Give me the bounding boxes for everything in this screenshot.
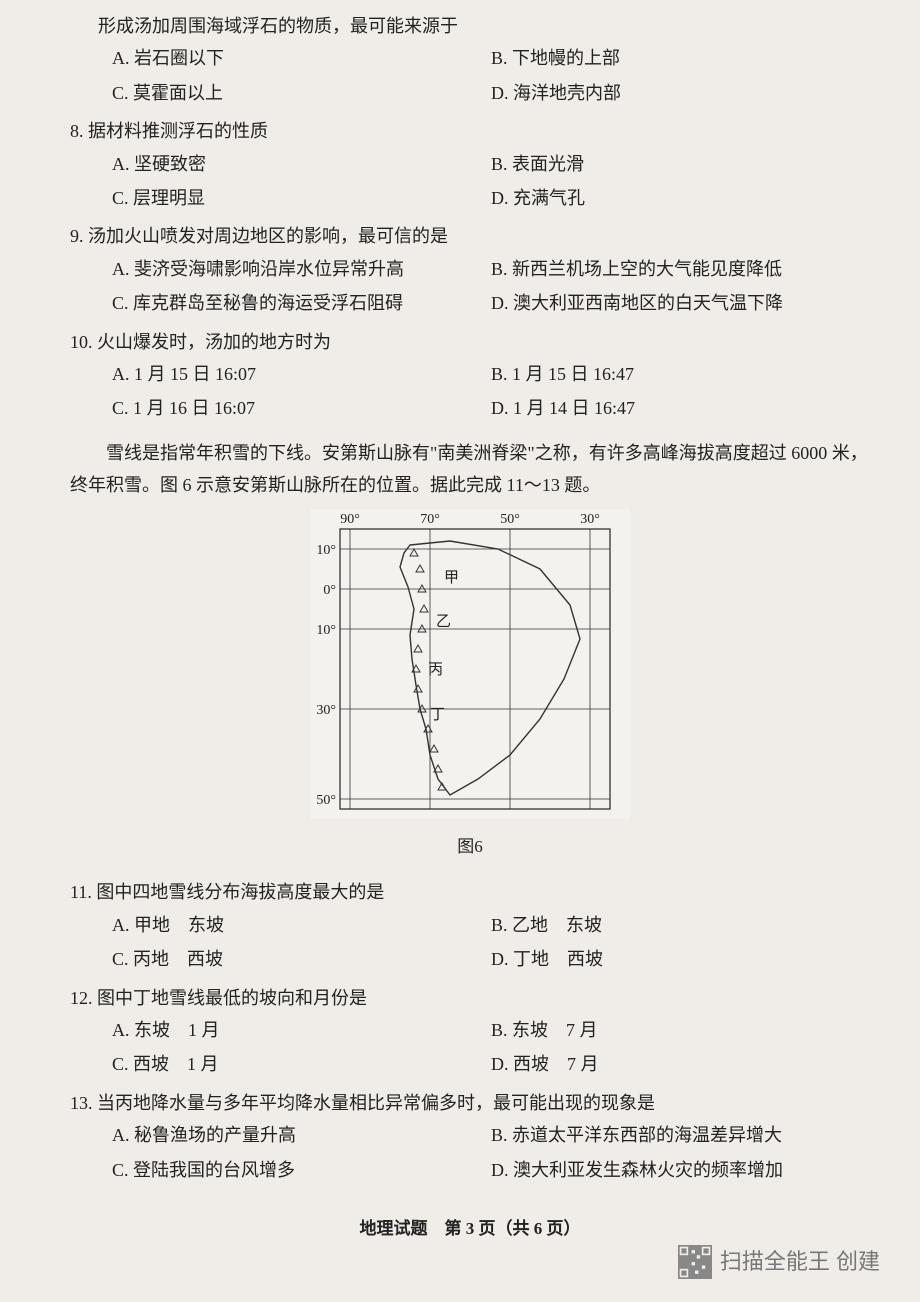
q12-opt-b: B. 东坡 7 月 [491,1014,870,1046]
q7-stem: 形成汤加周围海域浮石的物质，最可能来源于 [70,10,870,42]
figure-6-map: 90° 70° 50° 30° 10° 0° 10° 30° 50° 甲乙丙丁 [310,509,630,819]
q8-opt-c: C. 层理明显 [112,182,491,214]
q13-opt-a: A. 秘鲁渔场的产量升高 [112,1119,491,1151]
svg-text:70°: 70° [420,512,440,527]
svg-text:10°: 10° [316,543,336,558]
q10-opt-d: D. 1 月 14 日 16:47 [491,392,870,424]
q12-opt-d: D. 西坡 7 月 [491,1048,870,1080]
q8-stem: 8. 据材料推测浮石的性质 [70,115,870,147]
q12-options: A. 东坡 1 月 B. 东坡 7 月 C. 西坡 1 月 D. 西坡 7 月 [70,1014,870,1083]
q11-opt-c: C. 丙地 西坡 [112,943,491,975]
watermark-text: 扫描全能王 创建 [720,1242,880,1282]
question-11: 11. 图中四地雪线分布海拔高度最大的是 A. 甲地 东坡 B. 乙地 东坡 C… [70,876,870,977]
q11-opt-d: D. 丁地 西坡 [491,943,870,975]
q11-opt-b: B. 乙地 东坡 [491,909,870,941]
svg-text:乙: 乙 [436,614,451,630]
svg-text:0°: 0° [323,583,336,598]
q10-opt-c: C. 1 月 16 日 16:07 [112,392,491,424]
q8-options: A. 坚硬致密 B. 表面光滑 C. 层理明显 D. 充满气孔 [70,148,870,217]
svg-text:90°: 90° [340,512,360,527]
q8-opt-d: D. 充满气孔 [491,182,870,214]
question-7: 形成汤加周围海域浮石的物质，最可能来源于 A. 岩石圈以下 B. 下地幔的上部 … [70,10,870,111]
q11-opt-a: A. 甲地 东坡 [112,909,491,941]
svg-text:30°: 30° [316,703,336,718]
q7-opt-c: C. 莫霍面以上 [112,77,491,109]
svg-text:50°: 50° [316,793,336,808]
q12-opt-c: C. 西坡 1 月 [112,1048,491,1080]
qr-icon [678,1245,712,1279]
q13-opt-c: C. 登陆我国的台风增多 [112,1154,491,1186]
q7-opt-d: D. 海洋地壳内部 [491,77,870,109]
svg-text:丙: 丙 [428,662,443,678]
q9-opt-d: D. 澳大利亚西南地区的白天气温下降 [491,287,870,319]
q8-opt-a: A. 坚硬致密 [112,148,491,180]
q9-opt-c: C. 库克群岛至秘鲁的海运受浮石阻碍 [112,287,491,319]
q13-opt-b: B. 赤道太平洋东西部的海温差异增大 [491,1119,870,1151]
question-12: 12. 图中丁地雪线最低的坡向和月份是 A. 东坡 1 月 B. 东坡 7 月 … [70,982,870,1083]
question-8: 8. 据材料推测浮石的性质 A. 坚硬致密 B. 表面光滑 C. 层理明显 D.… [70,115,870,216]
q13-options: A. 秘鲁渔场的产量升高 B. 赤道太平洋东西部的海温差异增大 C. 登陆我国的… [70,1119,870,1188]
q9-stem: 9. 汤加火山喷发对周边地区的影响，最可信的是 [70,220,870,252]
q8-opt-b: B. 表面光滑 [491,148,870,180]
watermark: 扫描全能王 创建 [678,1242,880,1282]
q9-opt-a: A. 斐济受海啸影响沿岸水位异常升高 [112,253,491,285]
q7-opt-b: B. 下地幔的上部 [491,42,870,74]
q10-stem: 10. 火山爆发时，汤加的地方时为 [70,326,870,358]
question-9: 9. 汤加火山喷发对周边地区的影响，最可信的是 A. 斐济受海啸影响沿岸水位异常… [70,220,870,321]
figure-6-caption: 图6 [70,832,870,863]
q9-options: A. 斐济受海啸影响沿岸水位异常升高 B. 新西兰机场上空的大气能见度降低 C.… [70,253,870,322]
svg-text:30°: 30° [580,512,600,527]
q10-options: A. 1 月 15 日 16:07 B. 1 月 15 日 16:47 C. 1… [70,358,870,427]
svg-text:甲: 甲 [444,570,459,586]
q11-stem: 11. 图中四地雪线分布海拔高度最大的是 [70,876,870,908]
q13-opt-d: D. 澳大利亚发生森林火灾的频率增加 [491,1154,870,1186]
svg-text:10°: 10° [316,623,336,638]
passage-2: 雪线是指常年积雪的下线。安第斯山脉有"南美洲脊梁"之称，有许多高峰海拔高度超过 … [70,437,870,502]
q12-opt-a: A. 东坡 1 月 [112,1014,491,1046]
q7-options: A. 岩石圈以下 B. 下地幔的上部 C. 莫霍面以上 D. 海洋地壳内部 [70,42,870,111]
page-footer: 地理试题 第 3 页（共 6 页） [70,1214,870,1245]
svg-text:50°: 50° [500,512,520,527]
svg-text:丁: 丁 [430,707,445,723]
question-13: 13. 当丙地降水量与多年平均降水量相比异常偏多时，最可能出现的现象是 A. 秘… [70,1087,870,1188]
q10-opt-b: B. 1 月 15 日 16:47 [491,358,870,390]
q10-opt-a: A. 1 月 15 日 16:07 [112,358,491,390]
q7-opt-a: A. 岩石圈以下 [112,42,491,74]
q12-stem: 12. 图中丁地雪线最低的坡向和月份是 [70,982,870,1014]
q11-options: A. 甲地 东坡 B. 乙地 东坡 C. 丙地 西坡 D. 丁地 西坡 [70,909,870,978]
q13-stem: 13. 当丙地降水量与多年平均降水量相比异常偏多时，最可能出现的现象是 [70,1087,870,1119]
question-10: 10. 火山爆发时，汤加的地方时为 A. 1 月 15 日 16:07 B. 1… [70,326,870,427]
figure-6-wrap: 90° 70° 50° 30° 10° 0° 10° 30° 50° 甲乙丙丁 图6 [70,509,870,862]
q9-opt-b: B. 新西兰机场上空的大气能见度降低 [491,253,870,285]
